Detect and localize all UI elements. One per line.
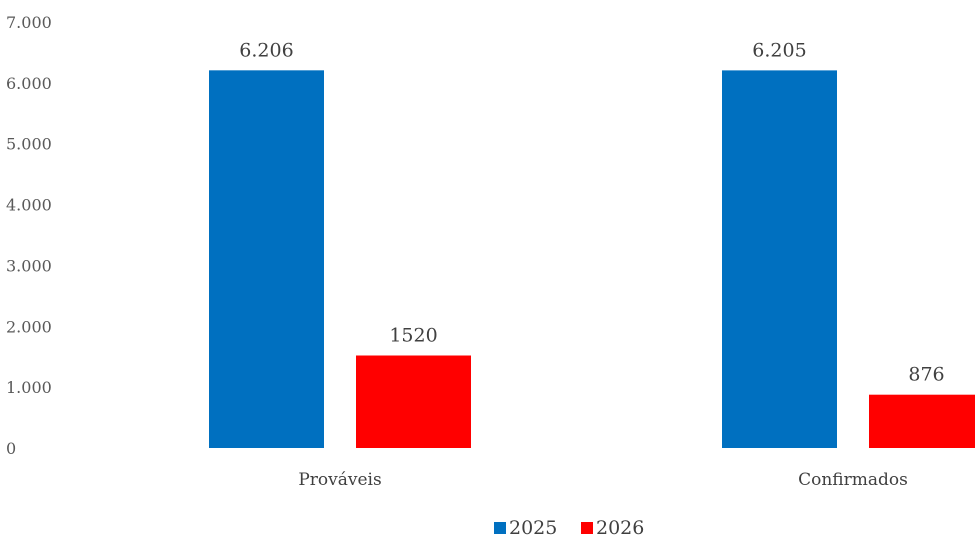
data-label: 1520: [389, 324, 437, 346]
y-tick-label: 6.000: [6, 74, 52, 93]
y-tick-label: 5.000: [6, 135, 52, 154]
x-category-label: Prováveis: [298, 470, 381, 490]
legend: 2025 2026: [494, 517, 644, 539]
x-axis: Prováveis Confirmados: [298, 470, 908, 490]
bar-2026-confirmados: [869, 394, 975, 448]
bar-2025-confirmados: [722, 70, 837, 448]
legend-label-2026: 2026: [596, 517, 644, 539]
legend-swatch-2026: [581, 522, 593, 534]
data-label: 6.206: [239, 39, 293, 61]
legend-swatch-2025: [494, 522, 506, 534]
y-tick-label: 0: [6, 439, 16, 458]
data-labels: 6.206 1520 6.205 876: [239, 39, 944, 385]
data-label: 6.205: [752, 39, 806, 61]
legend-label-2025: 2025: [509, 517, 557, 539]
x-category-label: Confirmados: [798, 470, 908, 490]
bar-2025-provaveis: [209, 70, 324, 449]
bars: [209, 70, 975, 449]
data-label: 876: [908, 364, 944, 386]
y-tick-label: 1.000: [6, 378, 52, 397]
y-tick-label: 2.000: [6, 317, 52, 336]
y-tick-label: 3.000: [6, 256, 52, 275]
y-axis: 0 1.000 2.000 3.000 4.000 5.000 6.000 7.000: [6, 13, 52, 458]
bar-2026-provaveis: [356, 355, 471, 448]
y-tick-label: 7.000: [6, 13, 52, 32]
y-tick-label: 4.000: [6, 196, 52, 215]
